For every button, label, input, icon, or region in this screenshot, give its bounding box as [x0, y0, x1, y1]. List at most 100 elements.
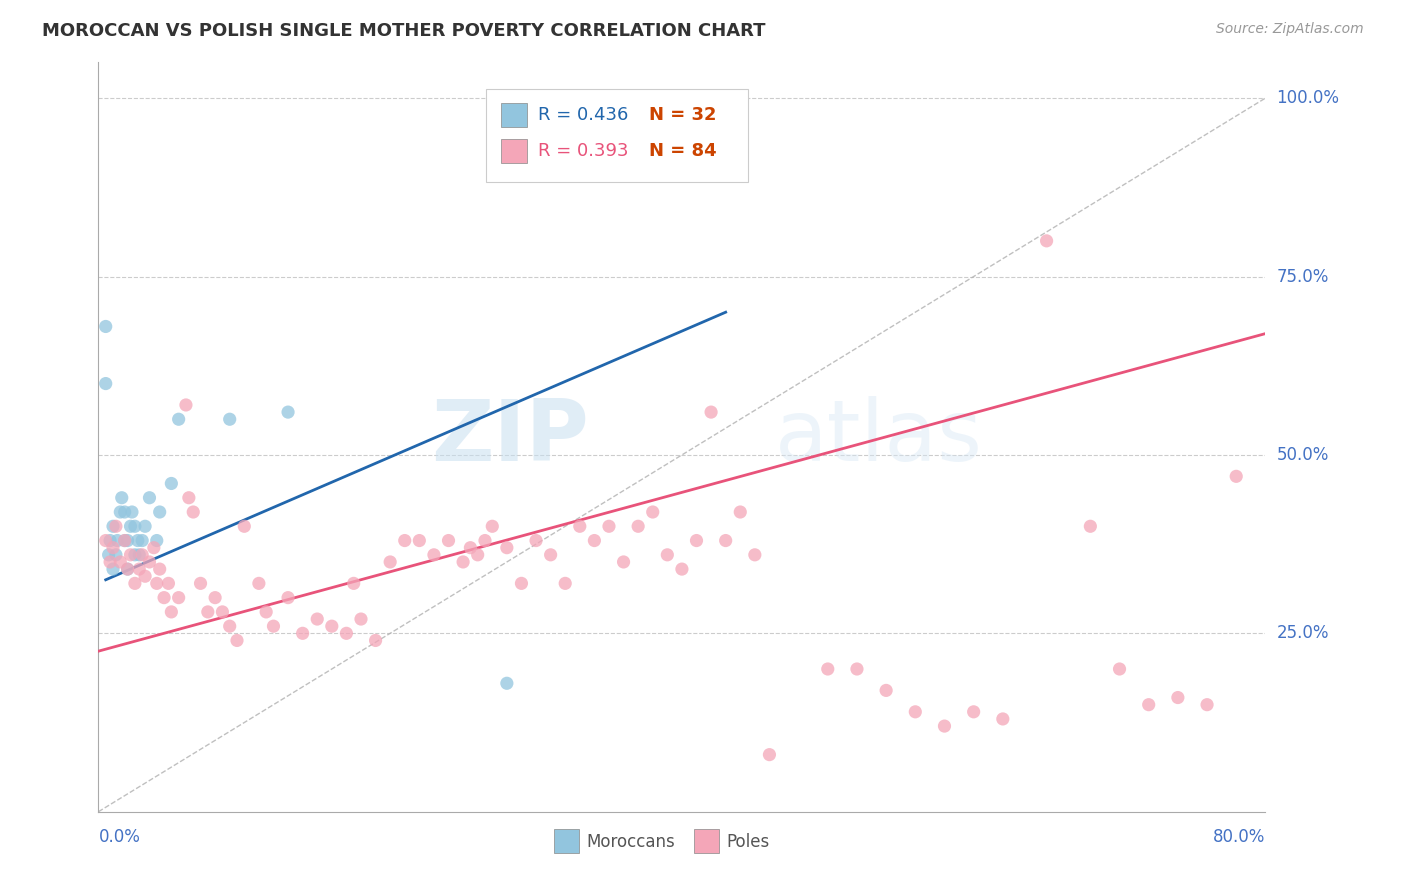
Point: [481, 519, 503, 533]
Text: Source: ZipAtlas.com: Source: ZipAtlas.com: [1216, 22, 1364, 37]
Point: [474, 533, 496, 548]
Point: [134, 569, 156, 583]
Text: 80.0%: 80.0%: [1213, 829, 1265, 847]
FancyBboxPatch shape: [554, 829, 579, 853]
Text: 75.0%: 75.0%: [1277, 268, 1329, 285]
Point: [1167, 690, 1189, 705]
Point: [114, 533, 136, 548]
Point: [423, 548, 446, 562]
Point: [437, 533, 460, 548]
Point: [758, 747, 780, 762]
Point: [335, 626, 357, 640]
Point: [190, 576, 212, 591]
Point: [138, 555, 160, 569]
FancyBboxPatch shape: [501, 139, 527, 163]
Point: [111, 491, 134, 505]
Point: [149, 562, 172, 576]
Point: [451, 555, 474, 569]
Point: [117, 562, 139, 576]
Point: [568, 519, 591, 533]
Point: [177, 491, 200, 505]
Point: [540, 548, 562, 562]
Point: [138, 491, 160, 505]
Point: [627, 519, 650, 533]
Point: [700, 405, 723, 419]
Point: [875, 683, 897, 698]
Point: [714, 533, 737, 548]
Point: [127, 533, 149, 548]
Point: [167, 591, 190, 605]
Point: [1108, 662, 1130, 676]
Point: [211, 605, 233, 619]
Point: [233, 519, 256, 533]
Point: [583, 533, 606, 548]
Point: [197, 605, 219, 619]
Point: [1225, 469, 1247, 483]
Point: [277, 591, 299, 605]
Point: [157, 576, 180, 591]
Point: [124, 519, 146, 533]
Point: [394, 533, 416, 548]
FancyBboxPatch shape: [501, 103, 527, 127]
Point: [104, 548, 127, 562]
Point: [146, 576, 169, 591]
Point: [167, 412, 190, 426]
Point: [121, 505, 143, 519]
Point: [142, 541, 165, 555]
Point: [105, 533, 128, 548]
Point: [1035, 234, 1057, 248]
Point: [277, 405, 299, 419]
Point: [612, 555, 634, 569]
Text: N = 84: N = 84: [650, 142, 717, 160]
Point: [496, 676, 519, 690]
Point: [321, 619, 343, 633]
Point: [291, 626, 314, 640]
Point: [128, 562, 150, 576]
Text: 0.0%: 0.0%: [98, 829, 141, 847]
Point: [1195, 698, 1218, 712]
Point: [149, 505, 172, 519]
Point: [98, 533, 121, 548]
Point: [117, 562, 139, 576]
Point: [991, 712, 1014, 726]
Point: [962, 705, 984, 719]
Text: Moroccans: Moroccans: [586, 833, 675, 851]
Point: [204, 591, 226, 605]
Point: [467, 548, 489, 562]
Point: [685, 533, 707, 548]
Point: [181, 505, 204, 519]
Point: [94, 533, 117, 548]
Point: [700, 120, 723, 134]
Point: [131, 533, 153, 548]
Point: [671, 562, 693, 576]
Point: [146, 533, 169, 548]
Point: [846, 662, 869, 676]
Text: 100.0%: 100.0%: [1277, 89, 1340, 107]
Point: [120, 548, 142, 562]
Point: [110, 555, 132, 569]
Point: [641, 505, 664, 519]
Text: atlas: atlas: [775, 395, 983, 479]
Point: [657, 548, 679, 562]
Point: [117, 533, 139, 548]
Point: [254, 605, 277, 619]
Point: [124, 576, 146, 591]
Text: ZIP: ZIP: [430, 395, 589, 479]
Point: [101, 519, 124, 533]
Text: 50.0%: 50.0%: [1277, 446, 1329, 464]
Point: [496, 541, 519, 555]
Point: [110, 505, 132, 519]
Point: [364, 633, 387, 648]
Point: [153, 591, 176, 605]
Point: [160, 605, 183, 619]
Point: [408, 533, 430, 548]
Text: MOROCCAN VS POLISH SINGLE MOTHER POVERTY CORRELATION CHART: MOROCCAN VS POLISH SINGLE MOTHER POVERTY…: [42, 22, 766, 40]
Point: [97, 548, 120, 562]
Point: [98, 555, 121, 569]
FancyBboxPatch shape: [693, 829, 720, 853]
Point: [120, 519, 142, 533]
Point: [554, 576, 576, 591]
Point: [350, 612, 373, 626]
Point: [934, 719, 956, 733]
Point: [247, 576, 270, 591]
